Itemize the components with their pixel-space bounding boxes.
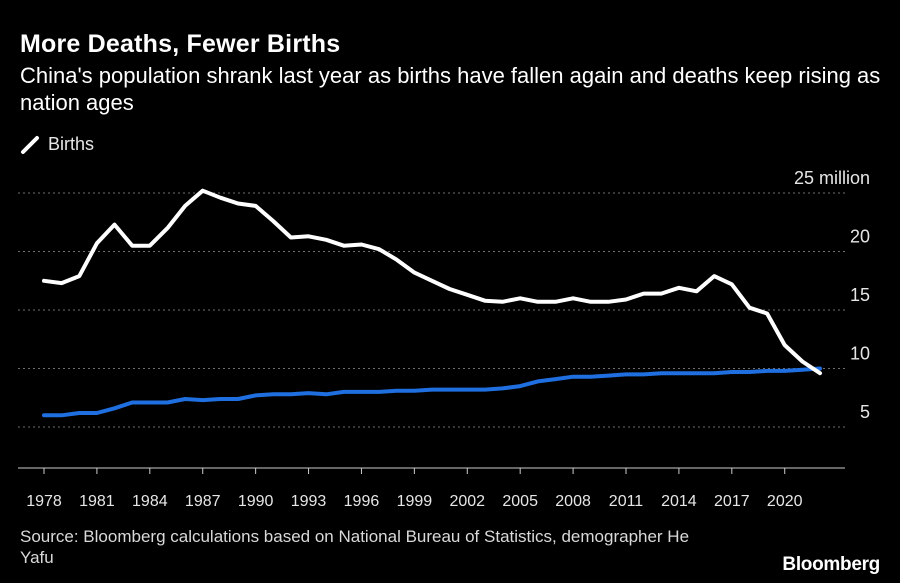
bloomberg-logo: Bloomberg	[782, 554, 880, 575]
x-tick-label: 2020	[767, 493, 803, 510]
x-tick-label: 1990	[238, 493, 274, 510]
x-tick-label: 2008	[555, 493, 591, 510]
chart-title: More Deaths, Fewer Births	[20, 30, 341, 58]
x-tick-label: 2017	[714, 493, 750, 510]
line-chart: 5 10 15 20 25 million 1978 1981 1984 1987 1990 199…	[18, 168, 870, 510]
x-tick-label: 1984	[132, 493, 168, 510]
x-tick-label: 2011	[609, 493, 644, 510]
chart-subtitle: China's population shrank last year as b…	[20, 63, 881, 115]
y-tick-label: 10	[850, 344, 870, 364]
source-note: Source: Bloomberg calculations based on …	[20, 527, 690, 567]
x-tick-label: 2005	[502, 493, 538, 510]
x-tick-label: 1993	[291, 493, 327, 510]
x-tick-label: 1978	[26, 493, 62, 510]
births-series-line	[42, 188, 822, 376]
y-tick-label: 15	[850, 285, 870, 305]
births-legend-label: Births	[48, 134, 95, 154]
births-legend-swatch	[21, 135, 39, 154]
x-tick-label: 1981	[79, 493, 115, 510]
y-tick-label: 20	[850, 227, 870, 247]
y-tick-label: 25 million	[794, 168, 870, 188]
x-tick-label: 2002	[449, 493, 485, 510]
x-tick-label: 1996	[344, 493, 380, 510]
x-tick-label: 1987	[185, 493, 221, 510]
deaths-series-line	[42, 366, 822, 418]
x-tick-label: 2014	[661, 493, 697, 510]
chart-legend: Births	[20, 134, 94, 155]
y-tick-label: 5	[860, 402, 870, 422]
x-tick-label: 1999	[397, 493, 433, 510]
